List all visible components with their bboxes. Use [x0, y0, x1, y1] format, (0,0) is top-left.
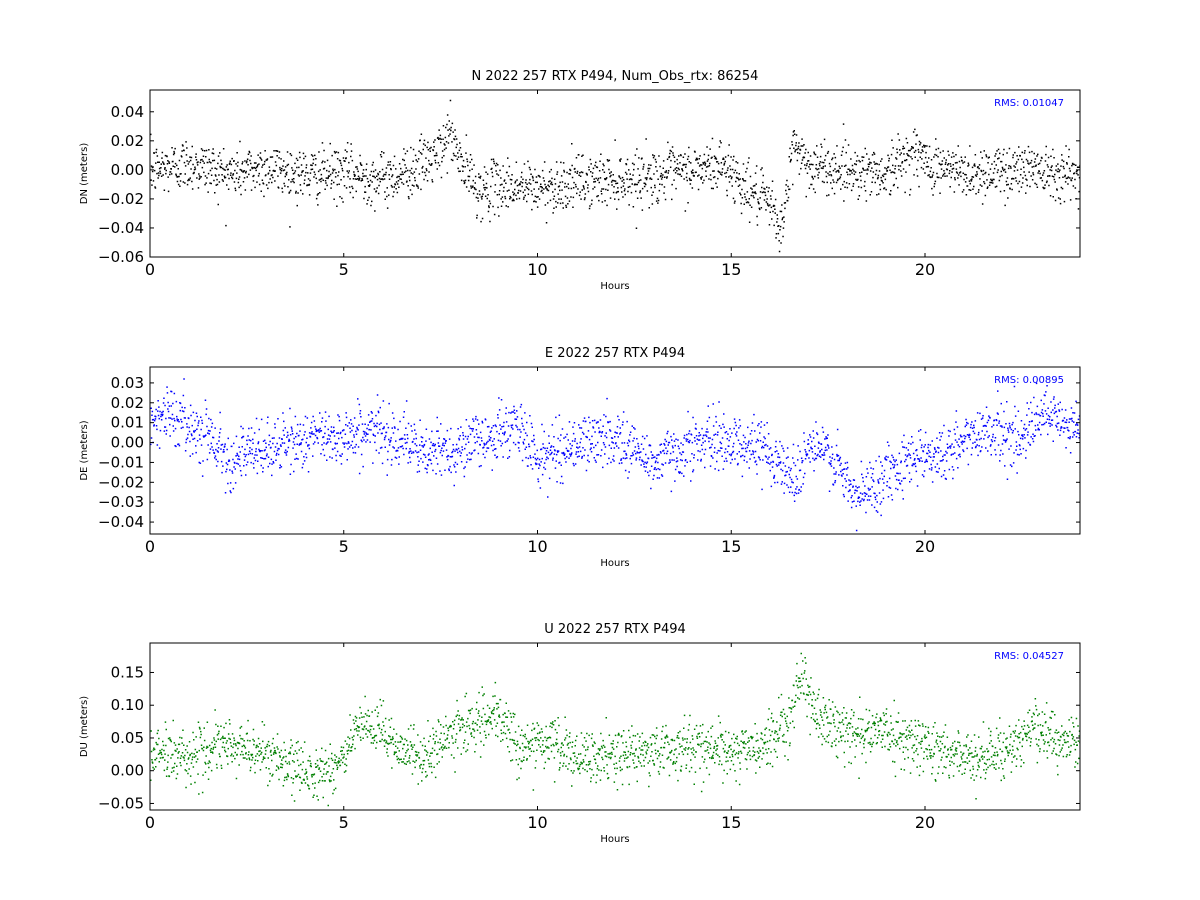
- east-chart-title: E 2022 257 RTX P494: [545, 346, 685, 361]
- north-y-tick-label: 0.00: [111, 161, 144, 179]
- east-x-tick-label: 5: [339, 537, 349, 556]
- north-rms-annotation: RMS: 0.01047: [994, 98, 1064, 109]
- north-data-points: [150, 99, 1080, 253]
- up-x-tick-label: 10: [527, 813, 547, 832]
- up-y-tick-label: 0.15: [111, 663, 144, 681]
- up-data-points: [150, 652, 1080, 807]
- north-x-axis-label: Hours: [600, 281, 629, 292]
- east-rms-annotation: RMS: 0.00895: [994, 375, 1064, 386]
- up-y-axis-label: DU (meters): [79, 696, 90, 757]
- north-y-tick-label: 0.04: [111, 103, 144, 121]
- up-chart-title: U 2022 257 RTX P494: [544, 622, 686, 637]
- east-y-tick-label: 0.01: [111, 414, 144, 432]
- north-chart-title: N 2022 257 RTX P494, Num_Obs_rtx: 86254: [472, 69, 759, 84]
- east-x-tick-label: 15: [721, 537, 741, 556]
- north-plot-frame: [149, 89, 1081, 258]
- up-x-tick-label: 15: [721, 813, 741, 832]
- east-x-tick-label: 20: [915, 537, 935, 556]
- up-y-tick-label: −0.05: [98, 794, 144, 812]
- up-y-tick-label: 0.00: [111, 762, 144, 780]
- north-y-tick-label: −0.02: [98, 190, 144, 208]
- north-y-tick-label: −0.06: [98, 248, 144, 266]
- north-x-tick-label: 5: [339, 260, 349, 279]
- north-x-tick-label: 0: [145, 260, 155, 279]
- east-y-tick-label: 0.00: [111, 434, 144, 452]
- east-x-tick-label: 10: [527, 537, 547, 556]
- up-series-0: [150, 652, 1080, 807]
- east-series-0: [150, 378, 1080, 532]
- east-y-tick-label: 0.03: [111, 374, 144, 392]
- up-plot-frame: [149, 642, 1081, 811]
- up-y-tick-label: 0.05: [111, 729, 144, 747]
- up-x-tick-label: 20: [915, 813, 935, 832]
- north-y-tick-label: −0.04: [98, 219, 144, 237]
- up-x-tick-label: 0: [145, 813, 155, 832]
- east-y-tick-label: −0.03: [98, 493, 144, 511]
- up-x-tick-label: 5: [339, 813, 349, 832]
- up-panel: 0 5 10 15 20 −0.05 0.00 0.05 0.10 0.15 U 2022 257 …: [79, 622, 1081, 845]
- north-x-tick-label: 20: [915, 260, 935, 279]
- east-y-tick-label: −0.01: [98, 453, 144, 471]
- east-y-tick-label: −0.02: [98, 473, 144, 491]
- north-series-0: [150, 99, 1080, 253]
- north-y-tick-label: 0.02: [111, 132, 144, 150]
- north-x-tick-label: 10: [527, 260, 547, 279]
- north-panel: 0 5 10 15 20 −0.06 −0.04 −0.02 0.00 0.02 0.04 N 202…: [79, 69, 1081, 292]
- east-panel: 0 5 10 15 20 −0.04 −0.03 −0.02 −0.010.00 0.01 0.02…: [79, 346, 1081, 569]
- east-y-axis-label: DE (meters): [79, 420, 90, 480]
- east-y-tick-label: −0.04: [98, 513, 144, 531]
- east-y-tick-label: 0.02: [111, 394, 144, 412]
- east-x-axis-label: Hours: [600, 558, 629, 569]
- east-data-points: [150, 378, 1080, 532]
- north-y-axis-label: DN (meters): [79, 143, 90, 205]
- east-x-tick-label: 0: [145, 537, 155, 556]
- up-x-axis-label: Hours: [600, 834, 629, 845]
- up-rms-annotation: RMS: 0.04527: [994, 651, 1064, 662]
- east-plot-frame: [149, 366, 1081, 535]
- up-y-tick-label: 0.10: [111, 696, 144, 714]
- north-x-tick-label: 15: [721, 260, 741, 279]
